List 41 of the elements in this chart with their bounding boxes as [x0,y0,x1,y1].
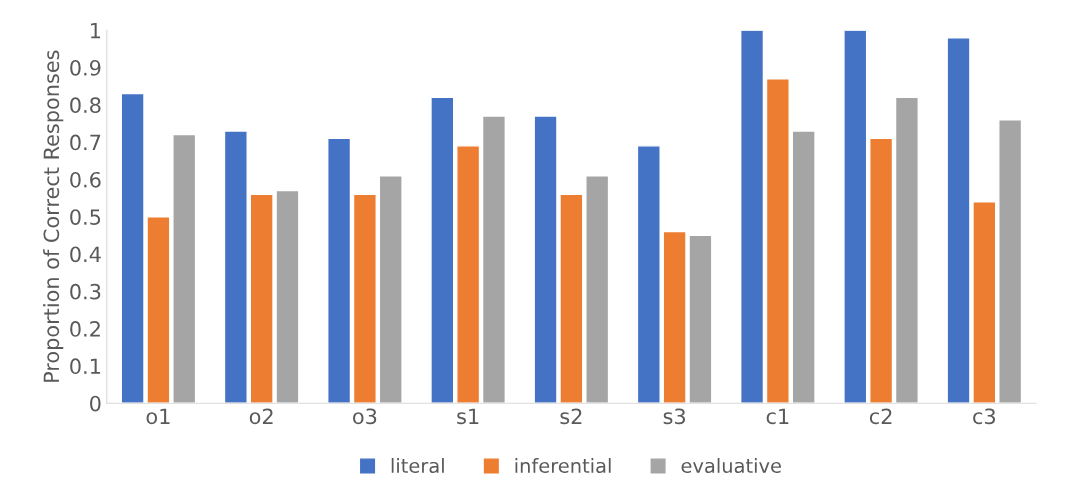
bar [765,78,790,404]
legend-label: evaluative [681,458,781,474]
y-axis-title: Proportion of Correct Responses [43,50,64,382]
x-tick-label: c2 [869,408,892,425]
y-tick-label: 0.3 [70,283,101,300]
y-tick-label: 0.6 [70,171,101,188]
legend-label: inferential [515,458,611,474]
y-tick-label: 0.8 [70,97,101,114]
x-tick-label: s1 [457,408,479,425]
x-tick-label: s3 [663,408,686,425]
x-tick-label: o1 [146,408,170,425]
bar [739,30,765,404]
bar [378,174,403,404]
x-tick-label: o2 [249,408,273,425]
bar [894,96,919,404]
bar [998,119,1023,404]
bar [327,137,352,404]
bar [636,145,661,404]
bar [481,115,507,404]
y-tick-label: 0.1 [70,358,101,375]
bar [791,130,816,404]
bar [352,193,377,404]
bar [430,96,455,404]
y-tick-label: 0.7 [70,134,101,151]
y-tick-label: 0.4 [70,246,101,263]
bar [585,174,610,404]
y-tick-label: 0 [90,395,101,412]
x-tick-label: s2 [560,408,582,425]
y-tick-label: 0.9 [70,59,101,76]
bar [869,137,894,404]
bar [223,130,248,404]
y-tick-label: 0.5 [70,209,101,225]
y-tick-label: 0.2 [70,321,100,337]
y-tick-label: 1 [90,22,101,39]
bar [456,145,481,404]
x-tick-label: c3 [973,408,996,425]
x-tick-label: o3 [353,408,377,425]
bar [843,30,868,404]
x-tick-label: c1 [766,408,789,425]
legend-label: literal [391,458,444,474]
bar [172,133,197,404]
